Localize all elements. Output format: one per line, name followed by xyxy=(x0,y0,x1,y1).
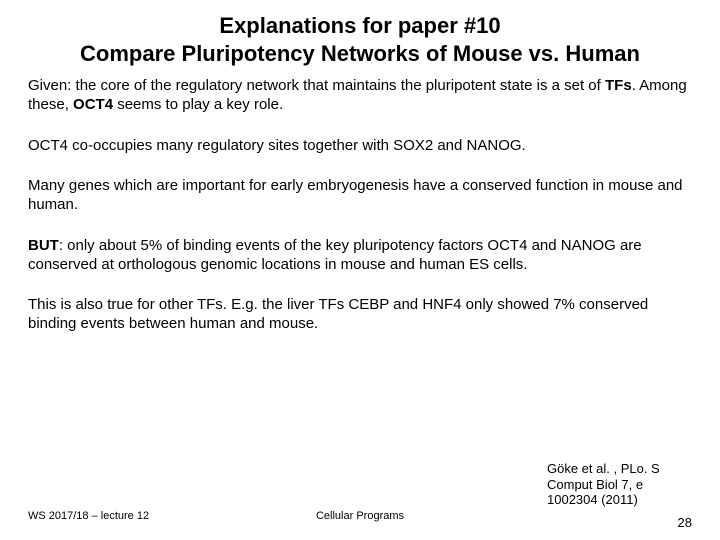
paragraph-3: Many genes which are important for early… xyxy=(28,177,692,215)
paragraph-4: BUT: only about 5% of binding events of … xyxy=(28,237,692,275)
paragraph-1: Given: the core of the regulatory networ… xyxy=(28,77,692,115)
paragraph-5: This is also true for other TFs. E.g. th… xyxy=(28,296,692,334)
slide: Explanations for paper #10 Compare Pluri… xyxy=(0,0,720,540)
slide-title: Explanations for paper #10 Compare Pluri… xyxy=(28,12,692,67)
p1-text-f: seems to play a key role. xyxy=(113,96,283,113)
p1-tfs: TFs xyxy=(605,77,632,94)
page-number: 28 xyxy=(678,515,692,530)
slide-body: Given: the core of the regulatory networ… xyxy=(28,77,692,334)
p1-text-b: the core of the regulatory network that … xyxy=(71,77,605,94)
title-line-2: Compare Pluripotency Networks of Mouse v… xyxy=(80,41,640,66)
title-line-1: Explanations for paper #10 xyxy=(219,13,500,38)
p4-but: BUT xyxy=(28,237,59,254)
p1-given: Given: xyxy=(28,77,71,94)
footer-citation: Göke et al. , PLo. S Comput Biol 7, e 10… xyxy=(547,461,692,508)
p1-oct4: OCT4 xyxy=(73,96,113,113)
paragraph-2: OCT4 co-occupies many regulatory sites t… xyxy=(28,137,692,156)
p4-text: : only about 5% of binding events of the… xyxy=(28,237,642,273)
footer-center: Cellular Programs xyxy=(28,510,692,522)
